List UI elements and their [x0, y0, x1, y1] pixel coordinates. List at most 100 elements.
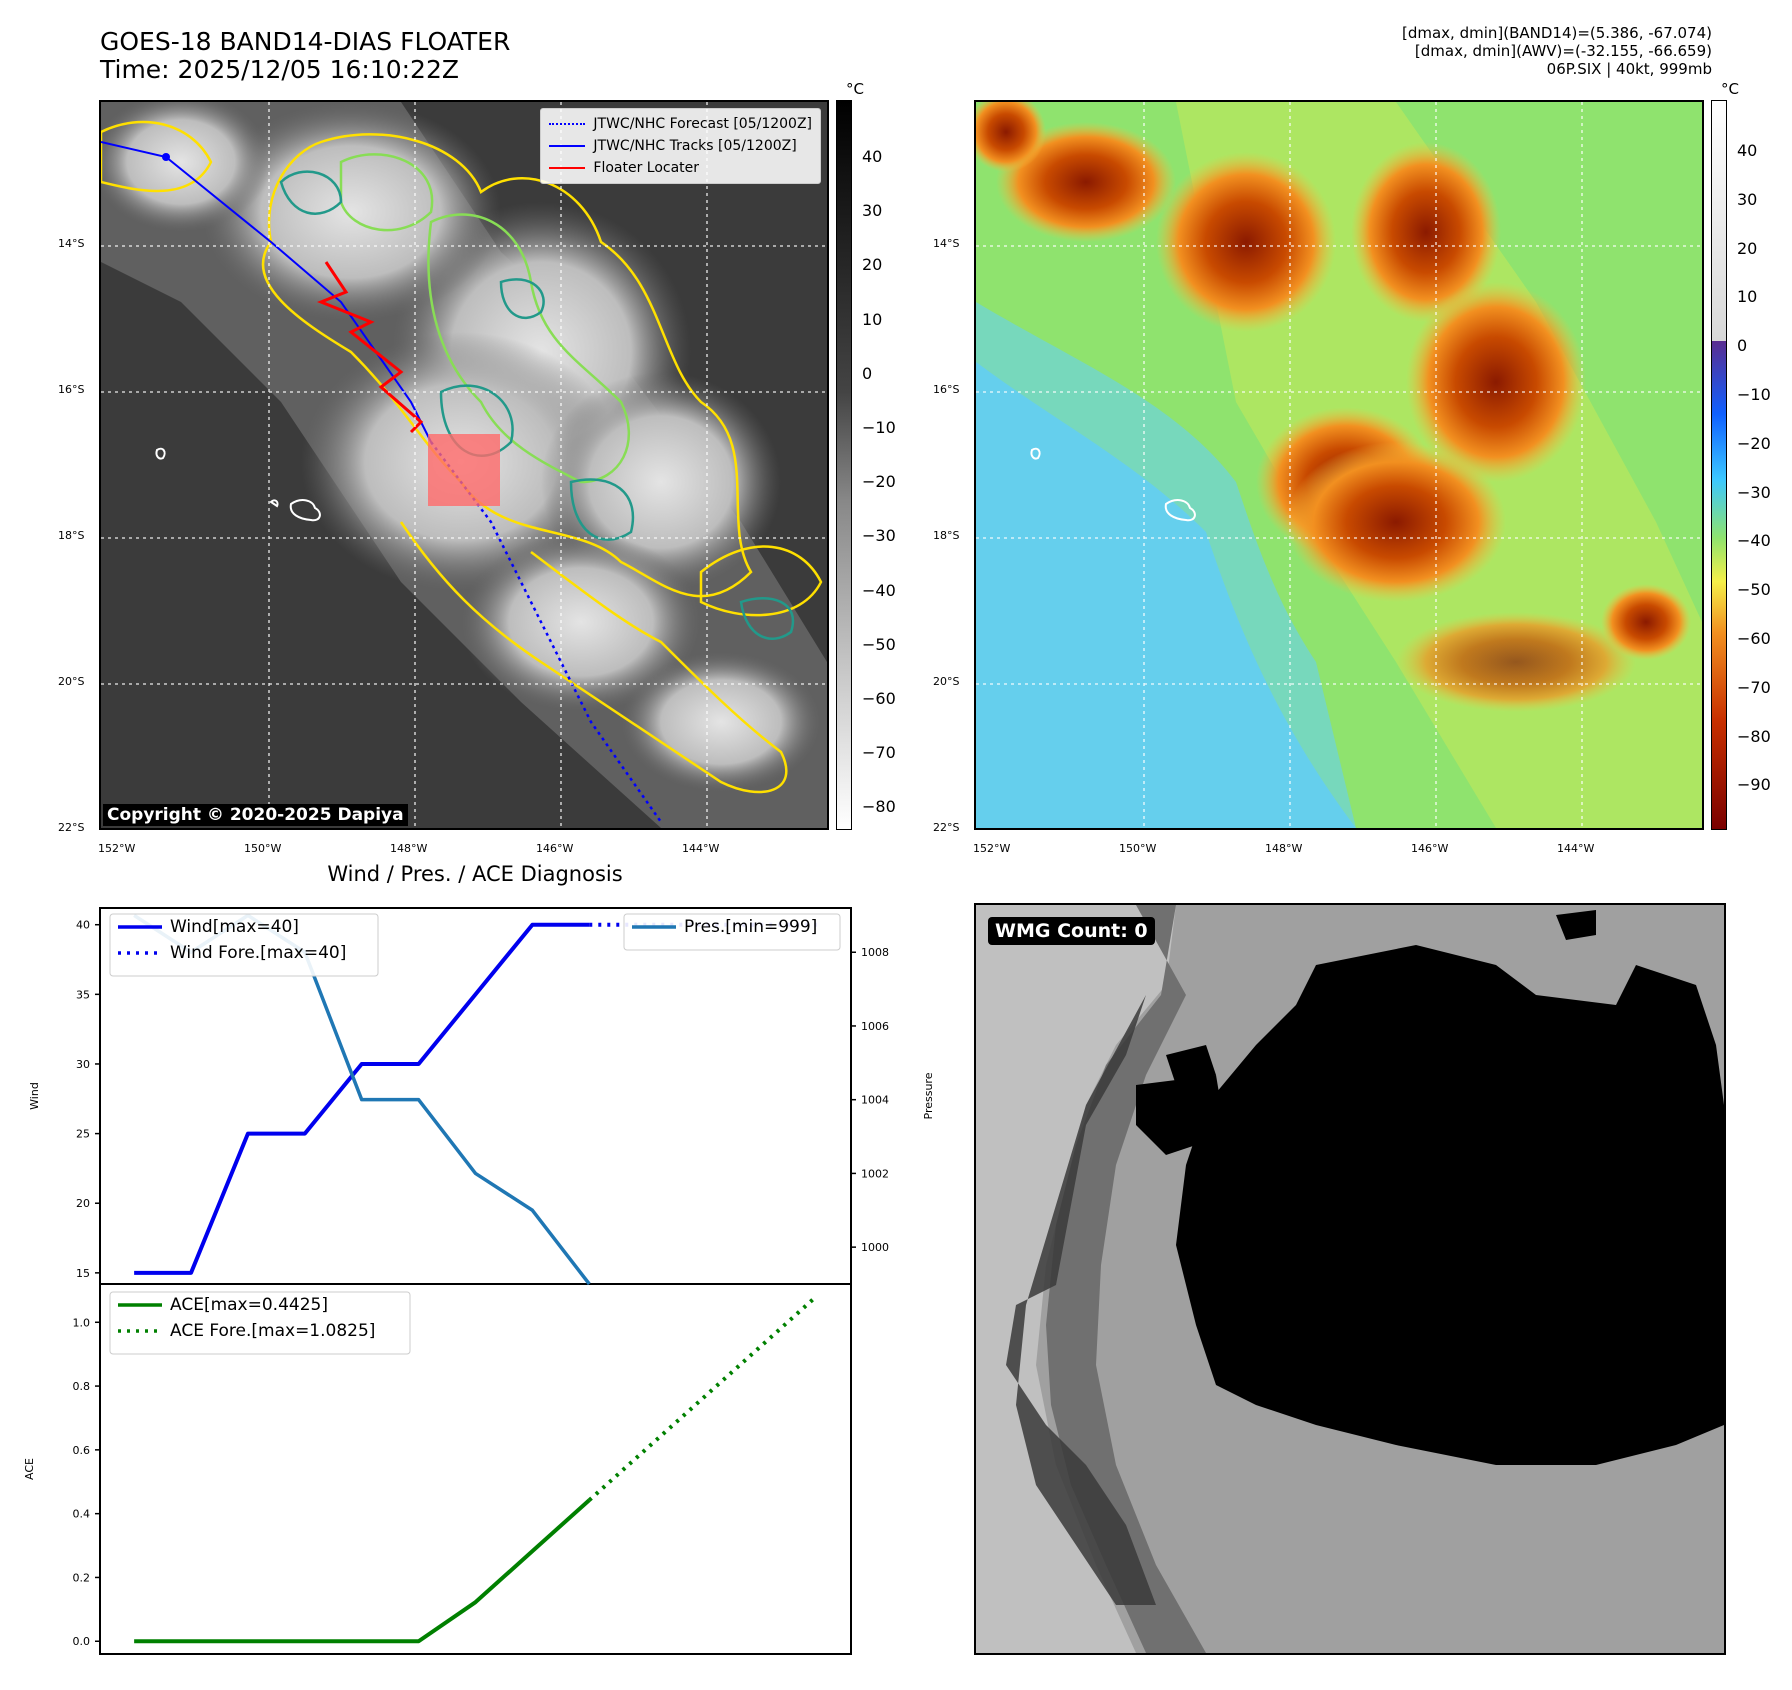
legend-box — [623, 913, 841, 951]
colorbar-tick-label: −80 — [1737, 726, 1771, 746]
graticule — [101, 102, 827, 828]
ir-color-imagery — [976, 102, 1702, 828]
colorbar-tick-label: 0 — [862, 363, 873, 383]
floater-locater-line — [316, 261, 424, 434]
legend-label: Wind Fore.[max=40] — [170, 943, 346, 963]
lon-label: 146°W — [536, 842, 574, 855]
copyright: Copyright © 2020-2025 Dapiya — [103, 804, 408, 826]
wmg-imagery — [976, 905, 1724, 1653]
lon-label: 150°W — [244, 842, 282, 855]
colorbar-tick-label: 40 — [862, 147, 883, 166]
floater-box — [428, 434, 500, 506]
colorbar-tick-label: 10 — [862, 309, 883, 329]
series-line — [587, 1294, 819, 1502]
title-line-2: Time: 2025/12/05 16:10:22Z — [100, 55, 459, 84]
y-tick-label: 15 — [76, 1267, 90, 1280]
lat-label: 16°S — [58, 383, 85, 396]
lon-label: 148°W — [1265, 842, 1303, 855]
colorbar-tick-label: −50 — [862, 634, 896, 654]
map-legend: JTWC/NHC Forecast [05/1200Z] JTWC/NHC Tr… — [540, 108, 821, 184]
lat-label: 20°S — [58, 675, 85, 688]
y-right-tick-label: 1004 — [861, 1094, 889, 1107]
y-tick-label: 30 — [76, 1058, 90, 1071]
forecast-line — [430, 441, 663, 823]
colorbar-tick-label: 30 — [862, 201, 883, 221]
lon-label: 146°W — [1411, 842, 1449, 855]
lon-label: 144°W — [682, 842, 720, 855]
ir-grayscale-map: JTWC/NHC Forecast [05/1200Z] JTWC/NHC Tr… — [99, 100, 829, 830]
colorbar-tick-label: −10 — [862, 418, 896, 437]
wind-axis-label: Wind — [28, 1082, 41, 1110]
stats-band14: [dmax, dmin](BAND14)=(5.386, -67.074) — [1401, 24, 1712, 42]
series-line — [134, 922, 590, 1275]
lon-label: 150°W — [1119, 842, 1157, 855]
series-line — [134, 1498, 591, 1644]
colorbar-tick-label: −20 — [1737, 433, 1771, 453]
colorbar-tick-label: −70 — [1737, 677, 1771, 697]
colorbar-tick-label: −80 — [862, 797, 896, 817]
y-right-tick-label: 1002 — [861, 1167, 889, 1180]
pressure-axis-label: Pressure — [922, 1072, 935, 1119]
lat-label: 16°S — [933, 383, 960, 396]
diagnosis-chart: 15 20 25 30 35 40 1000 1002 1004 1006 1008 Wind Pres… — [23, 907, 935, 1655]
colorbar-tick-label: 0 — [1737, 336, 1748, 356]
legend-label: ACE Fore.[max=1.0825] — [170, 1321, 375, 1341]
colorbar-tick-label: −30 — [1737, 482, 1771, 502]
y-tick-label: 0.4 — [73, 1508, 91, 1521]
colorbar-tick-label: 20 — [1737, 238, 1758, 258]
colorbar-tick-label: 40 — [1737, 141, 1758, 160]
y-right-tick-label: 1008 — [861, 946, 889, 959]
colorbar-tick-label: 30 — [1737, 189, 1758, 209]
legend-forecast: JTWC/NHC Forecast [05/1200Z] — [549, 113, 812, 135]
legend-box — [109, 913, 379, 977]
ir-color-map — [974, 100, 1704, 830]
y-tick-label: 0.6 — [73, 1444, 91, 1457]
colorbar-tick-label: −40 — [1737, 531, 1771, 551]
colorbar-tick-label: 10 — [1737, 287, 1758, 307]
y-right-tick-label: 1000 — [861, 1241, 889, 1254]
colorbar-tick-label: −60 — [1737, 629, 1771, 648]
lon-label: 148°W — [390, 842, 428, 855]
stats-storm: 06P.SIX | 40kt, 999mb — [1546, 60, 1712, 78]
title-line-1: GOES-18 BAND14-DIAS FLOATER — [100, 27, 511, 56]
stats-awv: [dmax, dmin](AWV)=(-32.155, -66.659) — [1414, 42, 1712, 60]
y-tick-label: 1.0 — [73, 1316, 91, 1329]
y-tick-label: 0.0 — [73, 1635, 91, 1648]
stats-block: [dmax, dmin](BAND14)=(5.386, -67.074) [d… — [1402, 24, 1712, 78]
colorbar-tick-label: −50 — [1737, 580, 1771, 600]
wmg-count-badge: WMG Count: 0 — [988, 917, 1155, 945]
lon-label: 152°W — [98, 842, 136, 855]
lat-label: 22°S — [933, 821, 960, 834]
colorbar-gray — [836, 100, 852, 830]
wmg-panel: WMG Count: 0 — [974, 903, 1726, 1655]
colorbar-tick-label: −60 — [862, 689, 896, 708]
legend-tracks: JTWC/NHC Tracks [05/1200Z] — [549, 135, 812, 157]
lat-label: 14°S — [58, 237, 85, 250]
ace-axis-label: ACE — [23, 1458, 36, 1480]
colorbar-tick-label: −70 — [862, 743, 896, 763]
legend-box — [109, 1291, 411, 1355]
colorbar-tick-label: 20 — [862, 255, 883, 275]
track-line — [101, 141, 432, 443]
y-tick-label: 0.2 — [73, 1571, 91, 1584]
lat-label: 22°S — [58, 821, 85, 834]
y-tick-label: 20 — [76, 1197, 90, 1210]
y-tick-label: 0.8 — [73, 1380, 91, 1393]
lat-label: 18°S — [933, 529, 960, 542]
y-tick-label: 40 — [76, 919, 90, 932]
colorbar-tick-label: −40 — [862, 580, 896, 600]
colorbar-color — [1711, 100, 1727, 830]
colorbar-tick-label: −10 — [1737, 385, 1771, 404]
lat-label: 18°S — [58, 529, 85, 542]
y-right-tick-label: 1006 — [861, 1020, 889, 1033]
lon-label: 144°W — [1557, 842, 1595, 855]
ace-axes — [99, 1283, 852, 1655]
legend-label: ACE[max=0.4425] — [170, 1295, 328, 1315]
legend-label: Wind[max=40] — [170, 917, 299, 937]
colorbar-tick-label: −90 — [1737, 775, 1771, 795]
colorbar-tick-label: −20 — [862, 472, 896, 492]
y-tick-label: 35 — [76, 988, 90, 1001]
colorbar-gray-unit: °C — [846, 80, 864, 98]
lat-label: 14°S — [933, 237, 960, 250]
legend-label: Pres.[min=999] — [684, 917, 817, 937]
